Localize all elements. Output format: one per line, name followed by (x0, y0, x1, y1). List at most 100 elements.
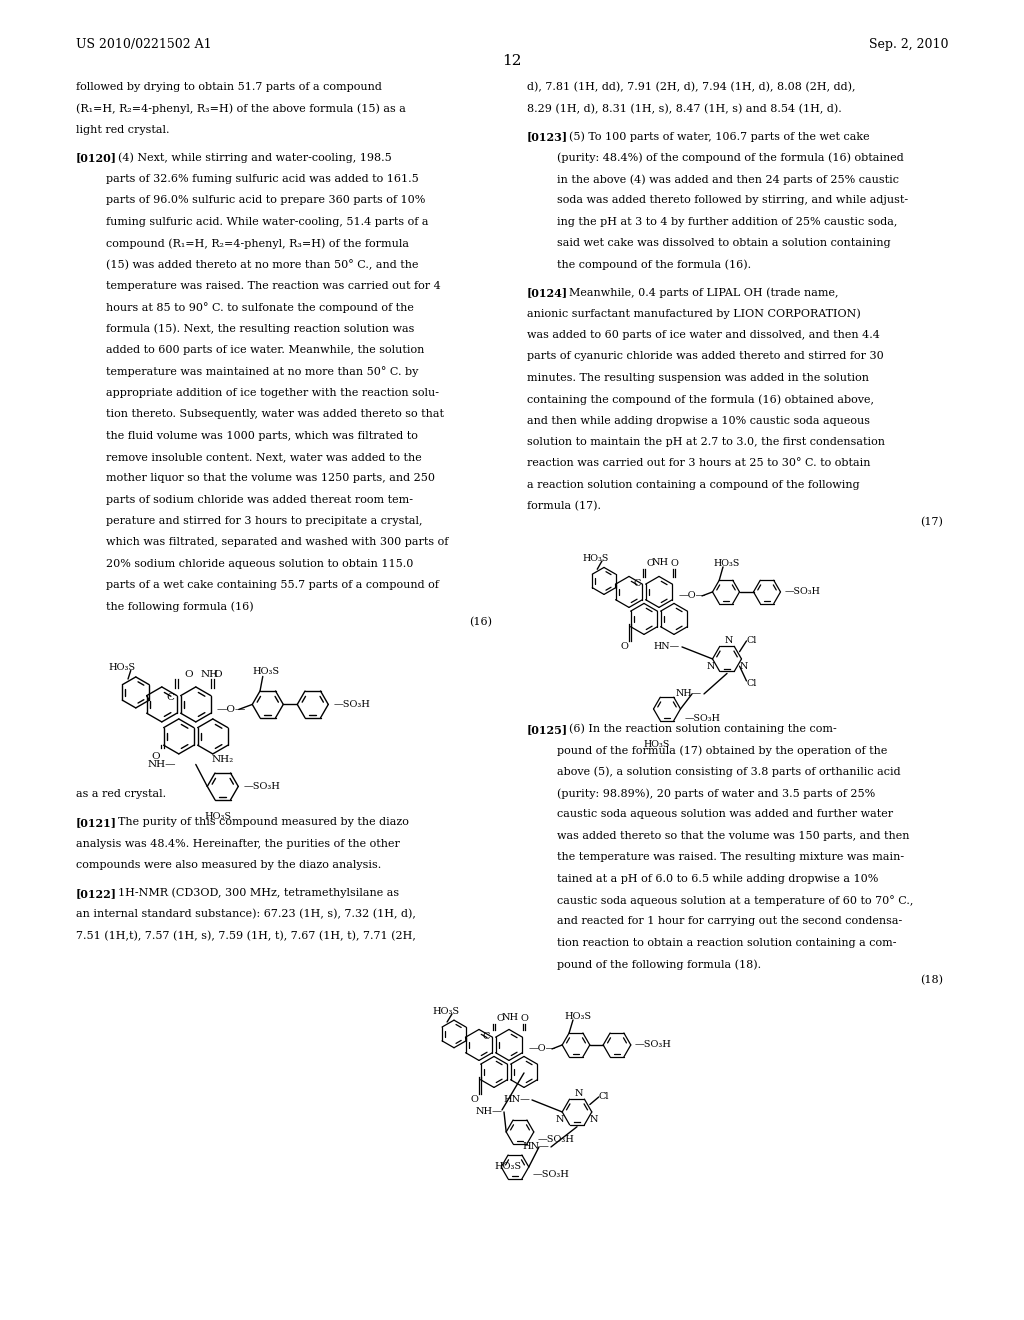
Text: US 2010/0221502 A1: US 2010/0221502 A1 (76, 38, 211, 51)
Text: HO₃S: HO₃S (253, 667, 280, 676)
Text: HO₃S: HO₃S (644, 741, 670, 750)
Text: ing the pH at 3 to 4 by further addition of 25% caustic soda,: ing the pH at 3 to 4 by further addition… (557, 216, 897, 227)
Text: parts of a wet cake containing 55.7 parts of a compound of: parts of a wet cake containing 55.7 part… (105, 581, 438, 590)
Text: tion thereto. Subsequently, water was added thereto so that: tion thereto. Subsequently, water was ad… (105, 409, 443, 420)
Text: (purity: 48.4%) of the compound of the formula (16) obtained: (purity: 48.4%) of the compound of the f… (557, 153, 904, 164)
Text: tion reaction to obtain a reaction solution containing a com-: tion reaction to obtain a reaction solut… (557, 937, 896, 948)
Text: pound of the formula (17) obtained by the operation of the: pound of the formula (17) obtained by th… (557, 746, 888, 756)
Text: N: N (574, 1089, 584, 1098)
Text: NH—: NH— (147, 760, 176, 770)
Text: —SO₃H: —SO₃H (532, 1171, 569, 1180)
Text: which was filtrated, separated and washed with 300 parts of: which was filtrated, separated and washe… (105, 537, 449, 548)
Text: NH—: NH— (475, 1107, 502, 1117)
Text: —SO₃H: —SO₃H (244, 781, 281, 791)
Text: N: N (590, 1115, 598, 1123)
Text: mother liquor so that the volume was 1250 parts, and 250: mother liquor so that the volume was 125… (105, 474, 435, 483)
Text: appropriate addition of ice together with the reaction solu-: appropriate addition of ice together wit… (105, 388, 438, 397)
Text: [0125]: [0125] (527, 723, 568, 735)
Text: was added thereto so that the volume was 150 parts, and then: was added thereto so that the volume was… (557, 830, 909, 841)
Text: Cl: Cl (746, 680, 757, 689)
Text: added to 600 parts of ice water. Meanwhile, the solution: added to 600 parts of ice water. Meanwhi… (105, 345, 424, 355)
Text: —SO₃H: —SO₃H (684, 714, 720, 723)
Text: (R₁=H, R₂=4-phenyl, R₃=H) of the above formula (15) as a: (R₁=H, R₂=4-phenyl, R₃=H) of the above f… (76, 103, 406, 114)
Text: [0122]: [0122] (76, 888, 117, 899)
Text: —SO₃H: —SO₃H (538, 1135, 574, 1144)
Text: —O—: —O— (216, 705, 246, 714)
Text: minutes. The resulting suspension was added in the solution: minutes. The resulting suspension was ad… (527, 372, 869, 383)
Text: caustic soda aqueous solution was added and further water: caustic soda aqueous solution was added … (557, 809, 893, 820)
Text: compound (R₁=H, R₂=4-phenyl, R₃=H) of the formula: compound (R₁=H, R₂=4-phenyl, R₃=H) of th… (105, 238, 409, 248)
Text: Cl: Cl (599, 1093, 609, 1101)
Text: NH: NH (201, 671, 219, 678)
Text: the fluid volume was 1000 parts, which was filtrated to: the fluid volume was 1000 parts, which w… (105, 430, 418, 441)
Text: C: C (633, 579, 641, 589)
Text: formula (15). Next, the resulting reaction solution was: formula (15). Next, the resulting reacti… (105, 323, 414, 334)
Text: (4) Next, while stirring and water-cooling, 198.5: (4) Next, while stirring and water-cooli… (118, 153, 391, 164)
Text: (17): (17) (921, 517, 943, 527)
Text: anionic surfactant manufactured by LION CORPORATION): anionic surfactant manufactured by LION … (527, 309, 861, 319)
Text: followed by drying to obtain 51.7 parts of a compound: followed by drying to obtain 51.7 parts … (76, 82, 382, 92)
Text: C: C (482, 1032, 489, 1041)
Text: O: O (520, 1015, 528, 1023)
Text: —SO₃H: —SO₃H (333, 700, 370, 709)
Text: N: N (725, 636, 733, 645)
Text: O: O (213, 671, 222, 678)
Text: compounds were also measured by the diazo analysis.: compounds were also measured by the diaz… (76, 861, 381, 870)
Text: O: O (152, 752, 160, 760)
Text: the compound of the formula (16).: the compound of the formula (16). (557, 260, 752, 271)
Text: 1H-NMR (CD3OD, 300 MHz, tetramethylsilane as: 1H-NMR (CD3OD, 300 MHz, tetramethylsilan… (118, 888, 399, 899)
Text: HO₃S: HO₃S (495, 1163, 521, 1171)
Text: NH: NH (651, 558, 669, 568)
Text: containing the compound of the formula (16) obtained above,: containing the compound of the formula (… (527, 395, 874, 405)
Text: said wet cake was dissolved to obtain a solution containing: said wet cake was dissolved to obtain a … (557, 238, 891, 248)
Text: HO₃S: HO₃S (204, 812, 231, 821)
Text: (5) To 100 parts of water, 106.7 parts of the wet cake: (5) To 100 parts of water, 106.7 parts o… (569, 131, 869, 141)
Text: 20% sodium chloride aqueous solution to obtain 115.0: 20% sodium chloride aqueous solution to … (105, 558, 413, 569)
Text: —SO₃H: —SO₃H (784, 587, 820, 597)
Text: NH—: NH— (676, 689, 702, 698)
Text: reaction was carried out for 3 hours at 25 to 30° C. to obtain: reaction was carried out for 3 hours at … (527, 458, 870, 469)
Text: fuming sulfuric acid. While water-cooling, 51.4 parts of a: fuming sulfuric acid. While water-coolin… (105, 216, 428, 227)
Text: [0124]: [0124] (527, 288, 568, 298)
Text: and then while adding dropwise a 10% caustic soda aqueous: and then while adding dropwise a 10% cau… (527, 416, 870, 425)
Text: (16): (16) (469, 618, 492, 627)
Text: C: C (167, 693, 175, 702)
Text: —O—: —O— (528, 1044, 556, 1053)
Text: pound of the following formula (18).: pound of the following formula (18). (557, 960, 761, 970)
Text: HO₃S: HO₃S (109, 663, 136, 672)
Text: solution to maintain the pH at 2.7 to 3.0, the first condensation: solution to maintain the pH at 2.7 to 3.… (527, 437, 885, 447)
Text: HO₃S: HO₃S (564, 1012, 591, 1022)
Text: caustic soda aqueous solution at a temperature of 60 to 70° C.,: caustic soda aqueous solution at a tempe… (557, 895, 913, 906)
Text: light red crystal.: light red crystal. (76, 125, 169, 135)
Text: N: N (556, 1115, 564, 1123)
Text: (18): (18) (921, 975, 943, 985)
Text: the following formula (16): the following formula (16) (105, 602, 253, 612)
Text: N: N (739, 661, 748, 671)
Text: —SO₃H: —SO₃H (635, 1040, 672, 1049)
Text: The purity of this compound measured by the diazo: The purity of this compound measured by … (118, 817, 409, 828)
Text: [0121]: [0121] (76, 817, 117, 828)
Text: (purity: 98.89%), 20 parts of water and 3.5 parts of 25%: (purity: 98.89%), 20 parts of water and … (557, 788, 876, 799)
Text: (15) was added thereto at no more than 50° C., and the: (15) was added thereto at no more than 5… (105, 260, 418, 271)
Text: a reaction solution containing a compound of the following: a reaction solution containing a compoun… (527, 479, 859, 490)
Text: [0120]: [0120] (76, 153, 117, 164)
Text: the temperature was raised. The resulting mixture was main-: the temperature was raised. The resultin… (557, 853, 904, 862)
Text: temperature was raised. The reaction was carried out for 4: temperature was raised. The reaction was… (105, 281, 440, 290)
Text: O: O (470, 1096, 478, 1105)
Text: analysis was 48.4%. Hereinafter, the purities of the other: analysis was 48.4%. Hereinafter, the pur… (76, 838, 399, 849)
Text: O: O (496, 1015, 504, 1023)
Text: parts of cyanuric chloride was added thereto and stirred for 30: parts of cyanuric chloride was added the… (527, 351, 884, 362)
Text: NH₂: NH₂ (212, 755, 233, 764)
Text: HO₃S: HO₃S (714, 560, 740, 569)
Text: an internal standard substance): 67.23 (1H, s), 7.32 (1H, d),: an internal standard substance): 67.23 (… (76, 909, 416, 920)
Text: soda was added thereto followed by stirring, and while adjust-: soda was added thereto followed by stirr… (557, 195, 908, 206)
Text: NH: NH (502, 1014, 518, 1023)
Text: —O—: —O— (678, 591, 706, 601)
Text: Sep. 2, 2010: Sep. 2, 2010 (868, 38, 948, 51)
Text: 8.29 (1H, d), 8.31 (1H, s), 8.47 (1H, s) and 8.54 (1H, d).: 8.29 (1H, d), 8.31 (1H, s), 8.47 (1H, s)… (527, 103, 842, 114)
Text: [0123]: [0123] (527, 131, 568, 143)
Text: O: O (184, 671, 194, 678)
Text: HN—: HN— (654, 643, 680, 652)
Text: HO₃S: HO₃S (582, 554, 608, 564)
Text: N: N (707, 661, 715, 671)
